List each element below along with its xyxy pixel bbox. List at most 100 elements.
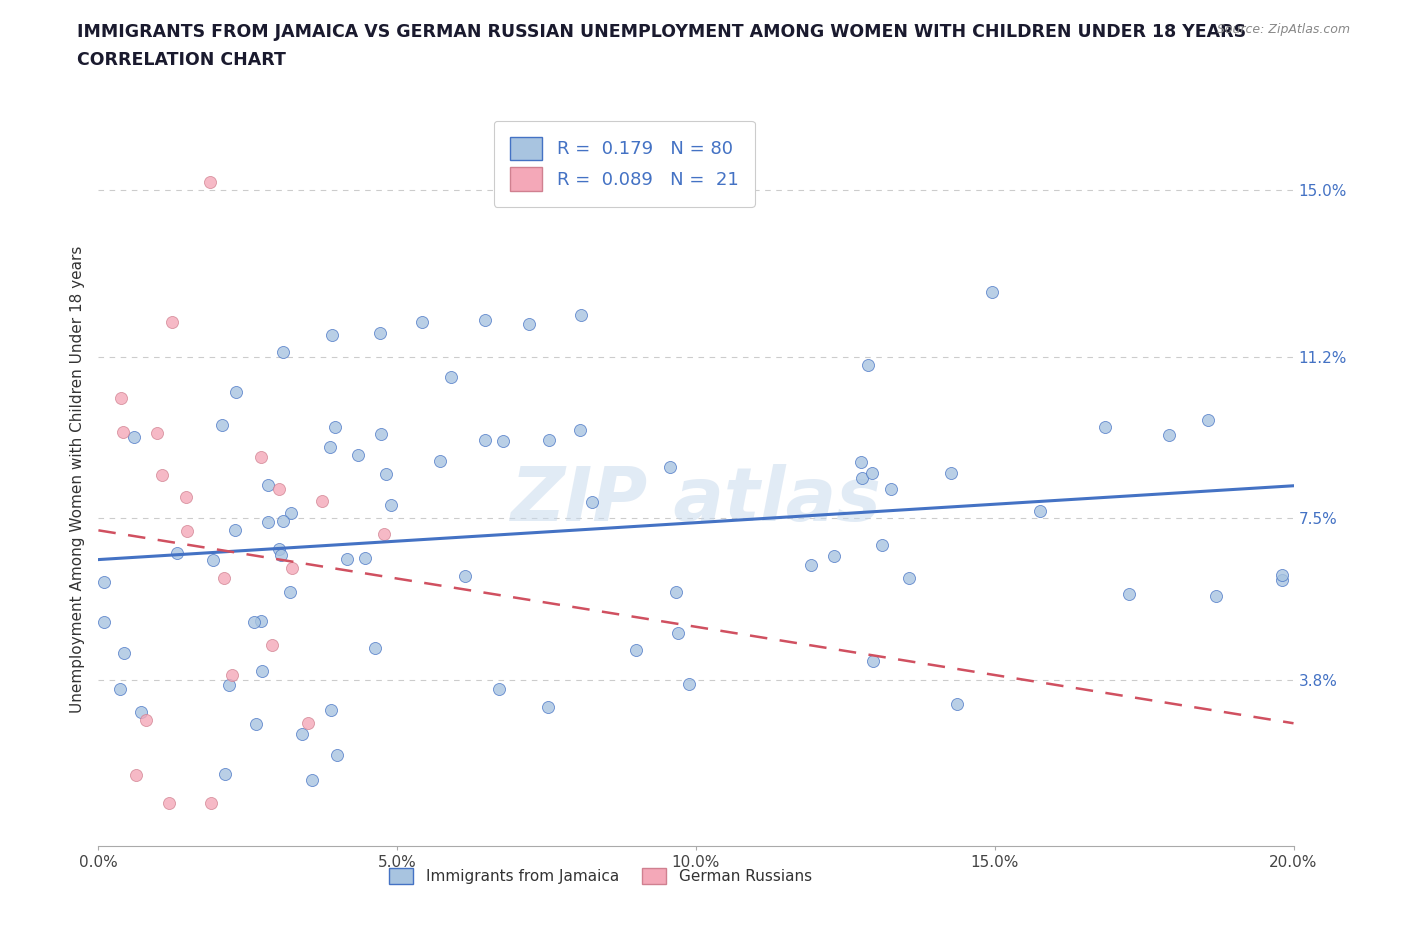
- Point: [326, 747, 349, 762]
- Point: [176, 524, 198, 538]
- Point: [93, 614, 115, 629]
- Point: [939, 466, 962, 481]
- Point: [453, 568, 475, 583]
- Point: [336, 551, 359, 566]
- Point: [245, 716, 267, 731]
- Point: [370, 326, 392, 340]
- Point: [135, 712, 157, 727]
- Point: [250, 614, 273, 629]
- Point: [125, 767, 148, 782]
- Point: [380, 498, 402, 513]
- Point: [270, 548, 292, 563]
- Point: [267, 541, 290, 556]
- Point: [860, 466, 883, 481]
- Point: [862, 654, 884, 669]
- Point: [278, 585, 301, 600]
- Point: [1028, 504, 1050, 519]
- Point: [411, 314, 433, 329]
- Point: [569, 307, 592, 322]
- Point: [214, 767, 236, 782]
- Point: [429, 453, 451, 468]
- Point: [257, 477, 280, 492]
- Point: [488, 682, 510, 697]
- Point: [146, 425, 169, 440]
- Point: [160, 314, 183, 329]
- Point: [301, 772, 323, 787]
- Point: [280, 506, 302, 521]
- Point: [1271, 572, 1294, 587]
- Point: [257, 515, 280, 530]
- Point: [267, 482, 290, 497]
- Point: [321, 327, 343, 342]
- Point: [851, 471, 873, 485]
- Point: [538, 432, 561, 447]
- Point: [678, 677, 700, 692]
- Point: [581, 494, 603, 509]
- Point: [93, 575, 115, 590]
- Point: [271, 344, 294, 359]
- Point: [823, 548, 845, 563]
- Point: [851, 455, 873, 470]
- Point: [1118, 586, 1140, 601]
- Point: [174, 489, 197, 504]
- Point: [112, 425, 135, 440]
- Point: [624, 643, 647, 658]
- Point: [1205, 589, 1227, 604]
- Point: [262, 638, 284, 653]
- Point: [898, 570, 921, 585]
- Point: [1197, 413, 1219, 428]
- Point: [880, 482, 903, 497]
- Point: [980, 285, 1002, 299]
- Text: ZIP atlas: ZIP atlas: [510, 464, 882, 538]
- Point: [440, 369, 463, 384]
- Point: [870, 538, 893, 552]
- Point: [200, 795, 222, 810]
- Point: [166, 545, 188, 560]
- Text: Source: ZipAtlas.com: Source: ZipAtlas.com: [1216, 23, 1350, 36]
- Point: [492, 434, 515, 449]
- Legend: Immigrants from Jamaica, German Russians: Immigrants from Jamaica, German Russians: [382, 862, 818, 890]
- Point: [536, 699, 558, 714]
- Point: [375, 466, 398, 481]
- Point: [354, 551, 377, 565]
- Point: [291, 726, 314, 741]
- Point: [319, 702, 342, 717]
- Point: [666, 626, 689, 641]
- Point: [364, 640, 387, 655]
- Text: IMMIGRANTS FROM JAMAICA VS GERMAN RUSSIAN UNEMPLOYMENT AMONG WOMEN WITH CHILDREN: IMMIGRANTS FROM JAMAICA VS GERMAN RUSSIA…: [77, 23, 1247, 41]
- Point: [474, 312, 496, 327]
- Point: [946, 697, 969, 711]
- Point: [569, 422, 592, 437]
- Point: [108, 682, 131, 697]
- Point: [319, 440, 342, 455]
- Point: [311, 494, 333, 509]
- Point: [157, 795, 180, 810]
- Point: [1271, 567, 1294, 582]
- Point: [110, 391, 132, 405]
- Point: [122, 430, 145, 445]
- Point: [517, 316, 540, 331]
- Point: [201, 552, 224, 567]
- Text: CORRELATION CHART: CORRELATION CHART: [77, 51, 287, 69]
- Point: [665, 585, 688, 600]
- Point: [1157, 428, 1180, 443]
- Point: [271, 513, 294, 528]
- Point: [281, 561, 304, 576]
- Point: [211, 418, 233, 432]
- Point: [370, 427, 392, 442]
- Point: [221, 668, 243, 683]
- Point: [212, 570, 235, 585]
- Point: [659, 459, 682, 474]
- Point: [152, 467, 174, 482]
- Y-axis label: Unemployment Among Women with Children Under 18 years: Unemployment Among Women with Children U…: [70, 246, 86, 712]
- Point: [347, 447, 370, 462]
- Point: [198, 174, 221, 189]
- Point: [1094, 420, 1116, 435]
- Point: [218, 678, 240, 693]
- Point: [114, 645, 136, 660]
- Point: [243, 615, 266, 630]
- Point: [297, 715, 319, 730]
- Point: [129, 704, 152, 719]
- Point: [373, 527, 395, 542]
- Point: [800, 557, 823, 572]
